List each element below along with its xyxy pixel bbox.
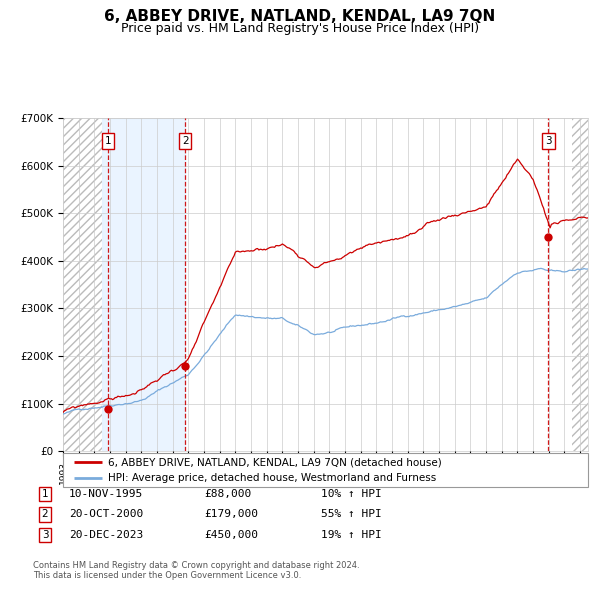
Text: 19% ↑ HPI: 19% ↑ HPI: [321, 530, 382, 540]
Text: £179,000: £179,000: [204, 510, 258, 519]
Text: Contains HM Land Registry data © Crown copyright and database right 2024.: Contains HM Land Registry data © Crown c…: [33, 560, 359, 570]
Bar: [572, 118, 588, 451]
Text: 10% ↑ HPI: 10% ↑ HPI: [321, 489, 382, 499]
Text: 2: 2: [182, 136, 188, 146]
Text: 20-OCT-2000: 20-OCT-2000: [69, 510, 143, 519]
Text: 20-DEC-2023: 20-DEC-2023: [69, 530, 143, 540]
Bar: [102, 118, 185, 451]
Text: 3: 3: [41, 530, 49, 540]
Text: 1: 1: [41, 489, 49, 499]
Text: 10-NOV-1995: 10-NOV-1995: [69, 489, 143, 499]
Text: HPI: Average price, detached house, Westmorland and Furness: HPI: Average price, detached house, West…: [107, 473, 436, 483]
Text: £88,000: £88,000: [204, 489, 251, 499]
Text: £450,000: £450,000: [204, 530, 258, 540]
Text: 6, ABBEY DRIVE, NATLAND, KENDAL, LA9 7QN: 6, ABBEY DRIVE, NATLAND, KENDAL, LA9 7QN: [104, 9, 496, 24]
Text: 3: 3: [545, 136, 551, 146]
Text: Price paid vs. HM Land Registry's House Price Index (HPI): Price paid vs. HM Land Registry's House …: [121, 22, 479, 35]
Text: 6, ABBEY DRIVE, NATLAND, KENDAL, LA9 7QN (detached house): 6, ABBEY DRIVE, NATLAND, KENDAL, LA9 7QN…: [107, 457, 442, 467]
Bar: [63, 118, 102, 451]
Text: 55% ↑ HPI: 55% ↑ HPI: [321, 510, 382, 519]
Text: 2: 2: [41, 510, 49, 519]
Text: 1: 1: [104, 136, 111, 146]
FancyBboxPatch shape: [63, 453, 588, 487]
Text: This data is licensed under the Open Government Licence v3.0.: This data is licensed under the Open Gov…: [33, 571, 301, 580]
